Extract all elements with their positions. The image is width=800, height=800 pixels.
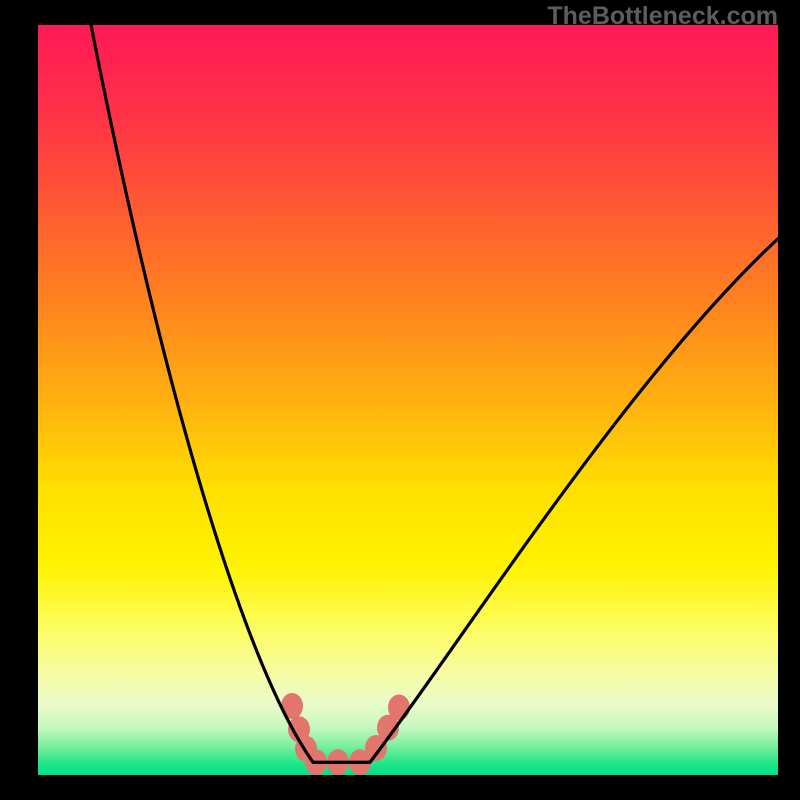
- watermark-text: TheBottleneck.com: [547, 2, 778, 31]
- chart-svg-layer: [38, 25, 778, 775]
- marker-bead: [388, 695, 410, 721]
- chart-plot-area: [38, 25, 778, 775]
- bottleneck-curve: [91, 25, 778, 762]
